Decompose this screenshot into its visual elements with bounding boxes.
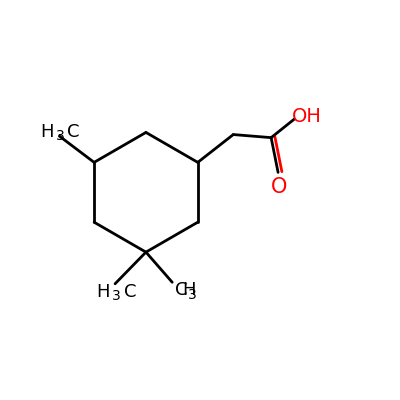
Text: H: H bbox=[40, 123, 54, 141]
Text: C: C bbox=[175, 281, 188, 299]
Text: OH: OH bbox=[292, 106, 322, 126]
Text: H: H bbox=[182, 281, 196, 299]
Text: 3: 3 bbox=[112, 289, 121, 303]
Text: C: C bbox=[67, 123, 80, 141]
Text: C: C bbox=[124, 282, 136, 300]
Text: O: O bbox=[271, 177, 287, 197]
Text: 3: 3 bbox=[188, 288, 197, 302]
Text: 3: 3 bbox=[56, 129, 64, 143]
Text: H: H bbox=[96, 282, 110, 300]
